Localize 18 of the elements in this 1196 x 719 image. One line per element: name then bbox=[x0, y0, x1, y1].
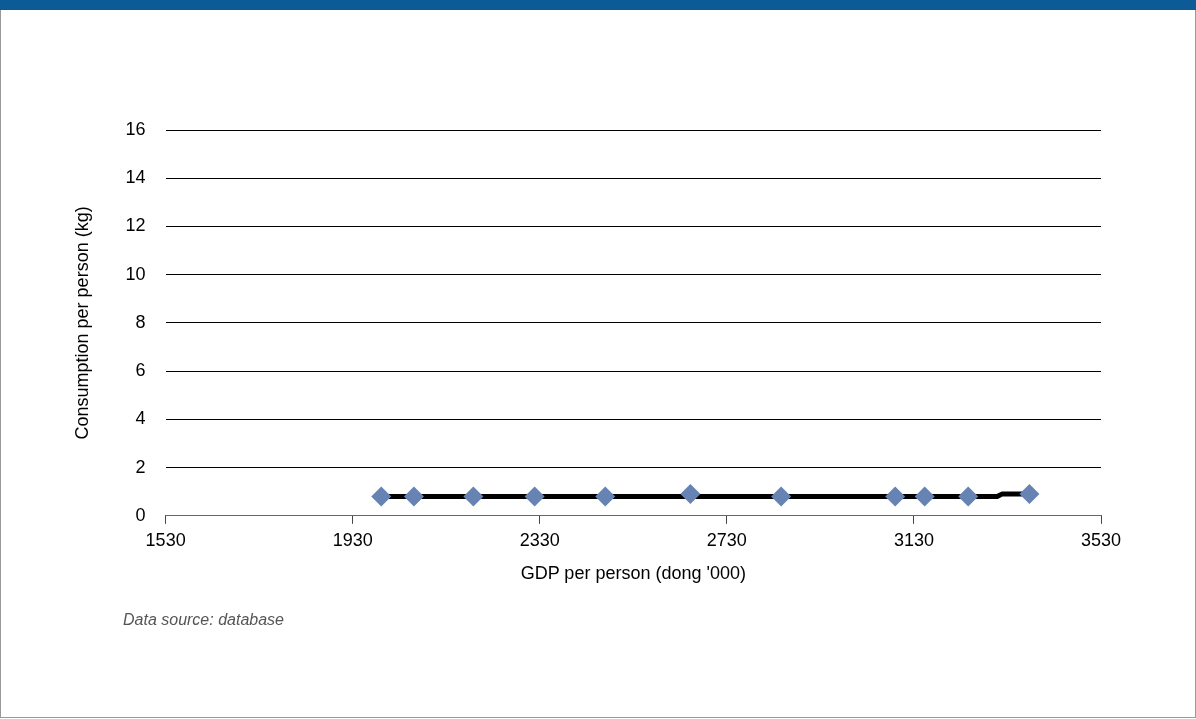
y-axis-title: Consumption per person (kg) bbox=[71, 206, 92, 440]
source-note: Data source: database bbox=[123, 611, 285, 629]
y-tick-label: 10 bbox=[125, 263, 146, 284]
y-tick-label: 12 bbox=[125, 215, 146, 236]
y-tick-label: 14 bbox=[125, 167, 146, 188]
y-tick-label: 16 bbox=[125, 118, 146, 139]
x-tick-label: 3130 bbox=[893, 529, 934, 550]
y-tick-label: 8 bbox=[135, 311, 146, 332]
x-tick-label: 1930 bbox=[332, 529, 373, 550]
x-tick-label: 2730 bbox=[706, 529, 747, 550]
x-tick-label: 3530 bbox=[1080, 529, 1122, 550]
x-tick-label: 2330 bbox=[519, 529, 560, 550]
x-axis-title: GDP per person (dong '000) bbox=[520, 563, 746, 584]
y-tick-label: 2 bbox=[135, 456, 146, 477]
x-tick-label: 1530 bbox=[145, 529, 186, 550]
y-tick-label: 0 bbox=[135, 504, 146, 525]
y-tick-label: 4 bbox=[135, 408, 146, 429]
y-tick-label: 6 bbox=[135, 360, 146, 381]
